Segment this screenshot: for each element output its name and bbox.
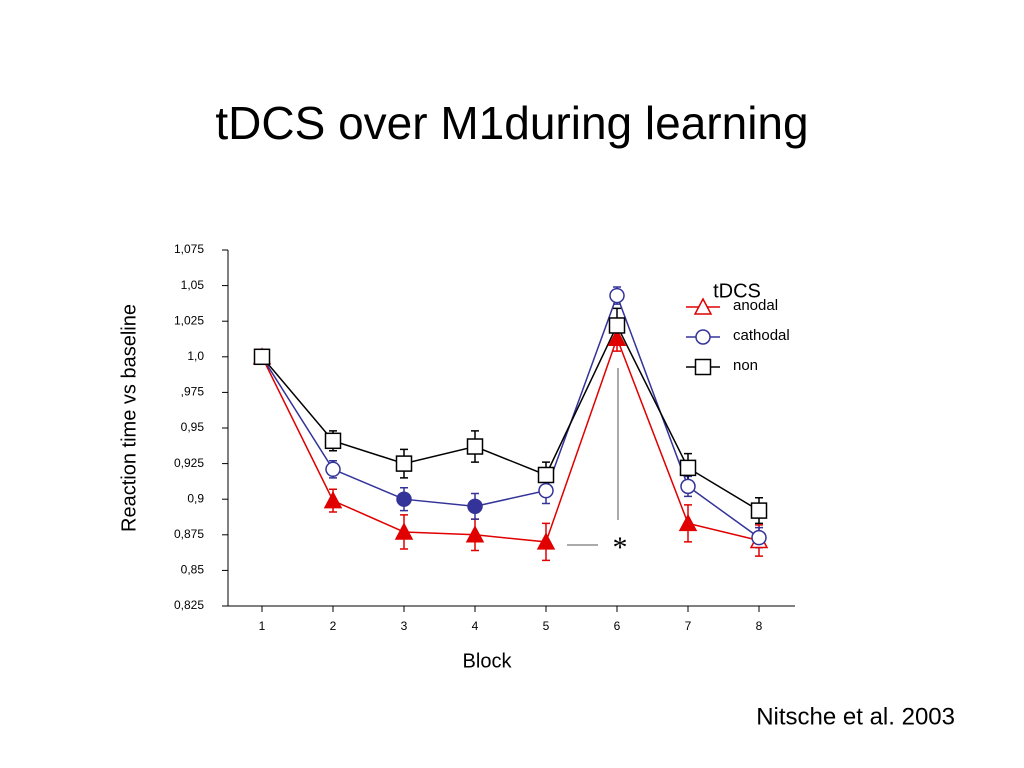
source: Nitsche et al. 2003 [756,703,955,730]
x-tick-label: 4 [472,619,479,633]
marker [607,328,627,347]
x-axis-label: Block [463,650,513,672]
x-tick-label: 5 [543,619,550,633]
marker [395,455,413,472]
legend-title: tDCS [713,280,761,302]
x-tick-label: 2 [330,619,337,633]
marker [394,522,414,540]
legend-label: cathodal [733,327,790,344]
marker [694,358,712,376]
marker [537,466,555,484]
annotation: * [613,531,628,564]
series-line [261,336,760,543]
series-line [261,323,760,512]
marker [608,317,626,334]
marker [465,525,485,543]
marker [609,287,625,304]
legend-label: anodal [733,297,778,314]
marker [751,529,767,546]
x-tick-label: 1 [259,619,266,633]
marker [325,461,341,478]
slide-title: tDCS over M1during learning [215,97,808,149]
marker [324,432,342,450]
x-tick-label: 7 [685,619,692,633]
y-tick-label: 0,85 [181,563,205,577]
y-tick-label: 0,825 [174,598,204,612]
y-tick-label: 0,9 [187,491,204,505]
y-tick-label: 0,875 [174,527,204,541]
marker [253,348,271,366]
y-tick-label: ,975 [181,385,205,399]
x-tick-label: 8 [756,619,763,633]
marker [678,513,698,532]
marker [323,491,343,509]
marker [680,478,696,495]
series-line [261,293,760,539]
y-tick-label: 1,025 [174,313,204,327]
marker [536,532,556,550]
marker [693,297,713,315]
y-tick-label: 1,0 [187,349,204,363]
marker [695,329,711,345]
marker [467,498,483,515]
y-tick-label: 1,05 [181,278,205,292]
x-tick-label: 3 [401,619,408,633]
y-tick-label: 0,95 [181,420,205,434]
marker [396,491,412,507]
marker [750,502,768,519]
legend-label: non [733,357,758,374]
marker [466,438,484,455]
marker [538,482,554,499]
marker [679,459,697,477]
x-tick-label: 6 [614,619,621,633]
y-tick-label: 1,075 [174,242,204,256]
y-axis-label: Reaction time vs baseline [118,304,140,532]
y-tick-label: 0,925 [174,456,204,470]
